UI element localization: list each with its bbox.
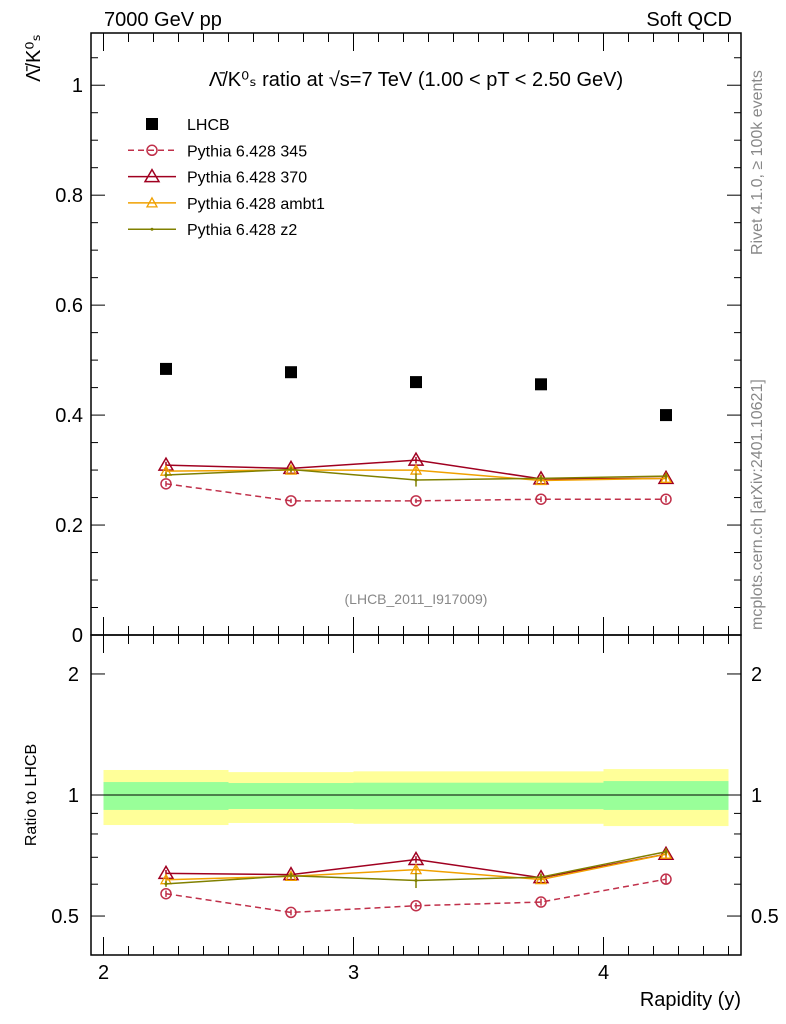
xtick-label: 4 (598, 962, 609, 984)
marker-dot (150, 227, 154, 231)
marker-triangle (282, 866, 300, 881)
marker-circle (285, 906, 297, 919)
ratio-ytick-label-left: 0.5 (51, 906, 79, 928)
marker-triangle (143, 168, 161, 183)
header-right: Soft QCD (646, 9, 732, 31)
marker-square (146, 118, 158, 130)
marker-triangle (659, 847, 673, 859)
legend-label: Pythia 6.428 345 (187, 143, 307, 160)
band-green (478, 782, 604, 810)
xtick-label: 3 (348, 962, 359, 984)
marker-circle (410, 495, 422, 507)
legend-label: Pythia 6.428 z2 (187, 222, 297, 239)
marker-dot (539, 875, 543, 879)
marker-circle (660, 873, 672, 885)
watermark: (LHCB_2011_I917009) (345, 591, 488, 607)
series-4 (164, 466, 668, 889)
marker-circle (410, 899, 422, 912)
marker-dot (664, 850, 668, 854)
series-1 (160, 478, 672, 919)
marker-square (535, 378, 547, 391)
main-ylabel: Λ̄/K⁰ₛ (23, 34, 45, 82)
band-green (228, 783, 354, 809)
ratio-ylabel: Ratio to LHCB (23, 744, 40, 846)
legend-label: Pythia 6.428 370 (187, 170, 307, 187)
marker-triangle (534, 474, 548, 486)
marker-triangle (534, 873, 548, 885)
marker-dot (539, 476, 543, 480)
marker-circle (160, 478, 172, 490)
marker-square (410, 376, 422, 389)
main-ytick-label: 0.8 (55, 185, 83, 207)
marker-dot (164, 473, 168, 477)
marker-dot (664, 474, 668, 478)
marker-circle (146, 144, 158, 157)
ratio-bands (103, 769, 729, 827)
marker-dot (289, 468, 293, 472)
marker-circle (535, 896, 547, 908)
ratio-ytick-label-right: 0.5 (751, 906, 779, 928)
band-green (353, 782, 479, 810)
band-green (603, 781, 729, 810)
side-text-mcplots: mcplots.cern.ch [arXiv:2401.10621] (749, 379, 766, 630)
main-ytick-label: 0.6 (55, 295, 83, 317)
header-left: 7000 GeV pp (104, 9, 222, 31)
marker-triangle (657, 469, 675, 485)
marker-triangle (659, 471, 673, 483)
marker-square (285, 366, 297, 379)
ratio-ytick-label-right: 2 (751, 664, 762, 686)
chart-title: Λ̄/K⁰ₛ ratio at √s=7 TeV (1.00 < pT < 2.… (209, 69, 623, 91)
marker-dot (414, 478, 418, 482)
marker-circle (160, 887, 172, 900)
legend: LHCB Pythia 6.428 345 Pythia 6.428 370 Pyth… (128, 117, 325, 239)
series-0 (160, 362, 672, 422)
main-ytick-label: 1 (72, 75, 83, 97)
band-green (103, 782, 229, 810)
legend-label: LHCB (187, 117, 230, 134)
marker-triangle (145, 196, 159, 208)
xtick-label: 2 (98, 962, 109, 984)
marker-dot (164, 882, 168, 886)
marker-square (660, 409, 672, 422)
main-ytick-label: 0.4 (55, 405, 83, 427)
series (157, 362, 675, 919)
marker-dot (414, 878, 418, 882)
main-ytick-label: 0.2 (55, 515, 83, 537)
side-text-rivet: Rivet 4.1.0, ≥ 100k events (749, 70, 766, 255)
xlabel: Rapidity (y) (640, 989, 741, 1011)
legend-label: Pythia 6.428 ambt1 (187, 196, 325, 213)
ratio-ytick-label-right: 1 (751, 785, 762, 807)
main-ytick-label: 0 (72, 625, 83, 647)
ratio-ytick-label-left: 2 (68, 664, 79, 686)
marker-square (160, 362, 172, 375)
marker-circle (660, 493, 672, 505)
marker-dot (289, 874, 293, 878)
marker-circle (285, 495, 297, 507)
marker-circle (535, 493, 547, 505)
ratio-ytick-label-left: 1 (68, 785, 79, 807)
axes: 0 0.2 0.4 0.6 0.8 1 0.5 0.5 1 1 2 2 2 3 4 (51, 32, 779, 984)
